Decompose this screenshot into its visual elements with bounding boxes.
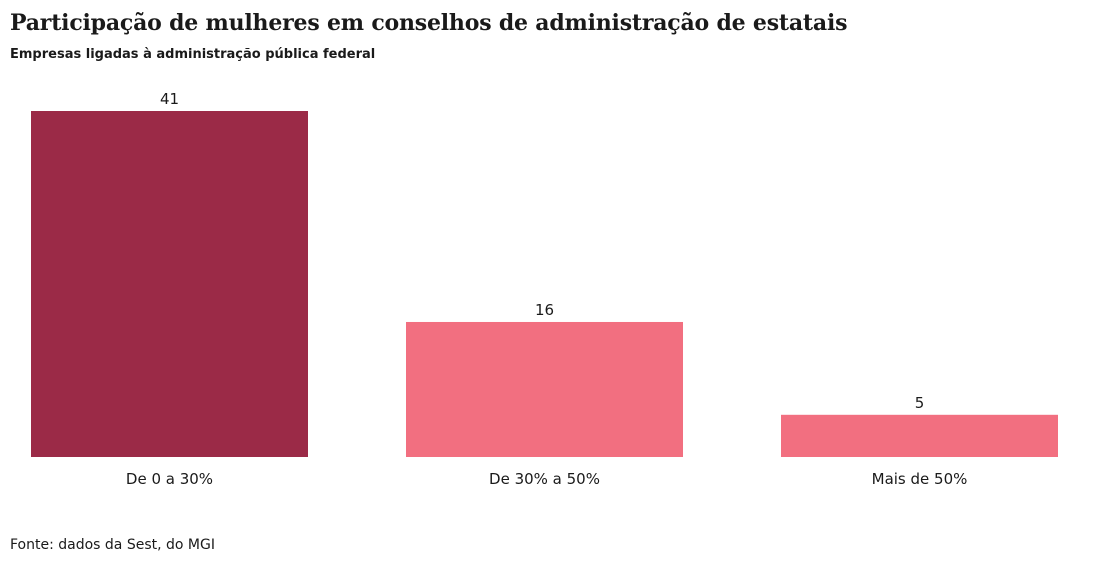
bar-2 <box>406 321 683 457</box>
category-label-3: Mais de 50% <box>872 470 968 488</box>
bar-value-label-1: 41 <box>160 90 179 108</box>
source-note: Fonte: dados da Sest, do MGI <box>10 537 215 553</box>
bar-3 <box>781 414 1058 457</box>
bar-value-label-3: 5 <box>915 394 925 412</box>
category-label-1: De 0 a 30% <box>126 470 213 488</box>
chart-title: Participação de mulheres em conselhos de… <box>10 10 848 36</box>
category-label-2: De 30% a 50% <box>489 470 600 488</box>
chart-subtitle: Empresas ligadas à administração pública… <box>10 47 376 62</box>
bar-value-label-2: 16 <box>535 301 554 319</box>
bar-1 <box>31 111 308 457</box>
